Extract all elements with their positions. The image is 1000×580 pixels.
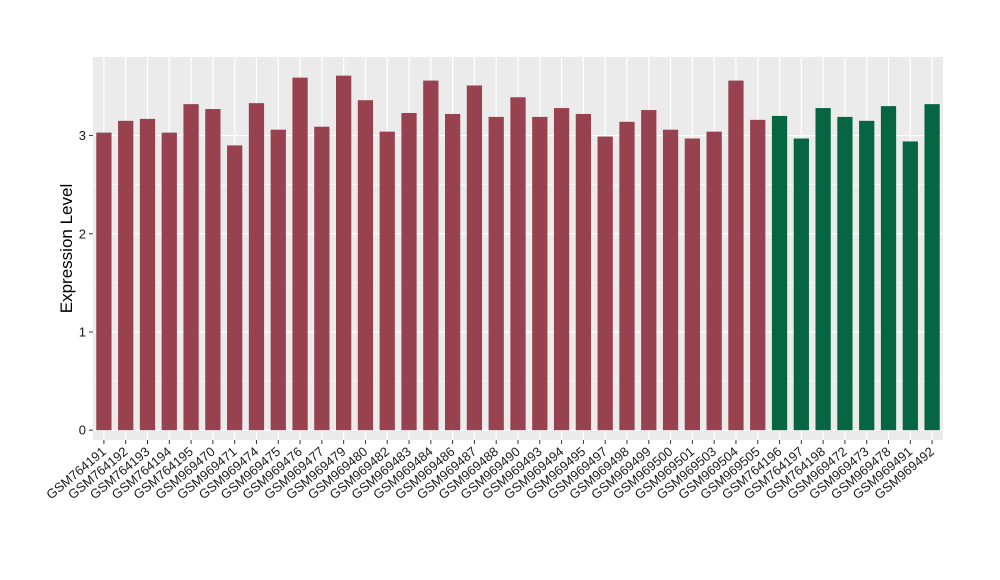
bar-GSM969497 — [597, 136, 613, 431]
bar-GSM969488 — [488, 116, 504, 431]
bar-GSM764198 — [815, 108, 831, 431]
bar-GSM764191 — [96, 132, 112, 431]
bar-GSM969493 — [532, 116, 548, 431]
y-tick-label: 2 — [79, 226, 86, 241]
bar-GSM764197 — [793, 138, 809, 431]
y-tick-label: 0 — [79, 423, 86, 438]
bar-GSM969472 — [837, 116, 853, 431]
bar-GSM969495 — [575, 113, 592, 431]
bar-GSM969503 — [706, 131, 722, 431]
bar-GSM969499 — [641, 110, 657, 431]
bar-GSM969491 — [902, 141, 918, 431]
bar-GSM969487 — [466, 85, 483, 431]
bar-GSM969486 — [444, 113, 461, 431]
bar-GSM764194 — [161, 132, 177, 431]
bar-GSM764193 — [139, 118, 156, 431]
bar-GSM969500 — [662, 129, 679, 431]
bar-GSM969477 — [314, 126, 330, 431]
y-axis-title: Expression Level — [57, 184, 76, 313]
bar-GSM969501 — [684, 138, 700, 431]
bars — [96, 75, 940, 431]
bar-GSM764195 — [183, 104, 199, 431]
bar-GSM764192 — [118, 120, 134, 431]
bar-GSM969473 — [859, 120, 875, 431]
bar-GSM969470 — [205, 109, 221, 431]
bar-GSM969484 — [423, 80, 439, 431]
bar-GSM969476 — [292, 77, 308, 431]
bar-GSM969504 — [728, 80, 744, 431]
bar-GSM969480 — [357, 100, 374, 431]
bar-GSM969478 — [880, 106, 897, 431]
bar-GSM969492 — [924, 104, 940, 431]
bar-GSM969498 — [619, 121, 635, 431]
bar-GSM969482 — [379, 131, 395, 431]
bar-GSM969475 — [270, 129, 286, 431]
bar-GSM969483 — [401, 112, 417, 431]
bar-GSM969494 — [553, 108, 570, 431]
bar-GSM969490 — [510, 97, 526, 431]
y-tick-label: 1 — [79, 324, 86, 339]
bar-GSM969474 — [248, 103, 265, 431]
y-axis: 0 1 2 3 — [79, 128, 93, 438]
bar-GSM969505 — [750, 119, 766, 431]
y-tick-label: 3 — [79, 128, 86, 143]
bar-GSM969479 — [336, 75, 352, 431]
bar-GSM969471 — [227, 145, 243, 431]
x-axis: GSM764191GSM764192GSM764193GSM764194GSM7… — [43, 440, 937, 502]
bar-GSM764196 — [771, 115, 788, 431]
